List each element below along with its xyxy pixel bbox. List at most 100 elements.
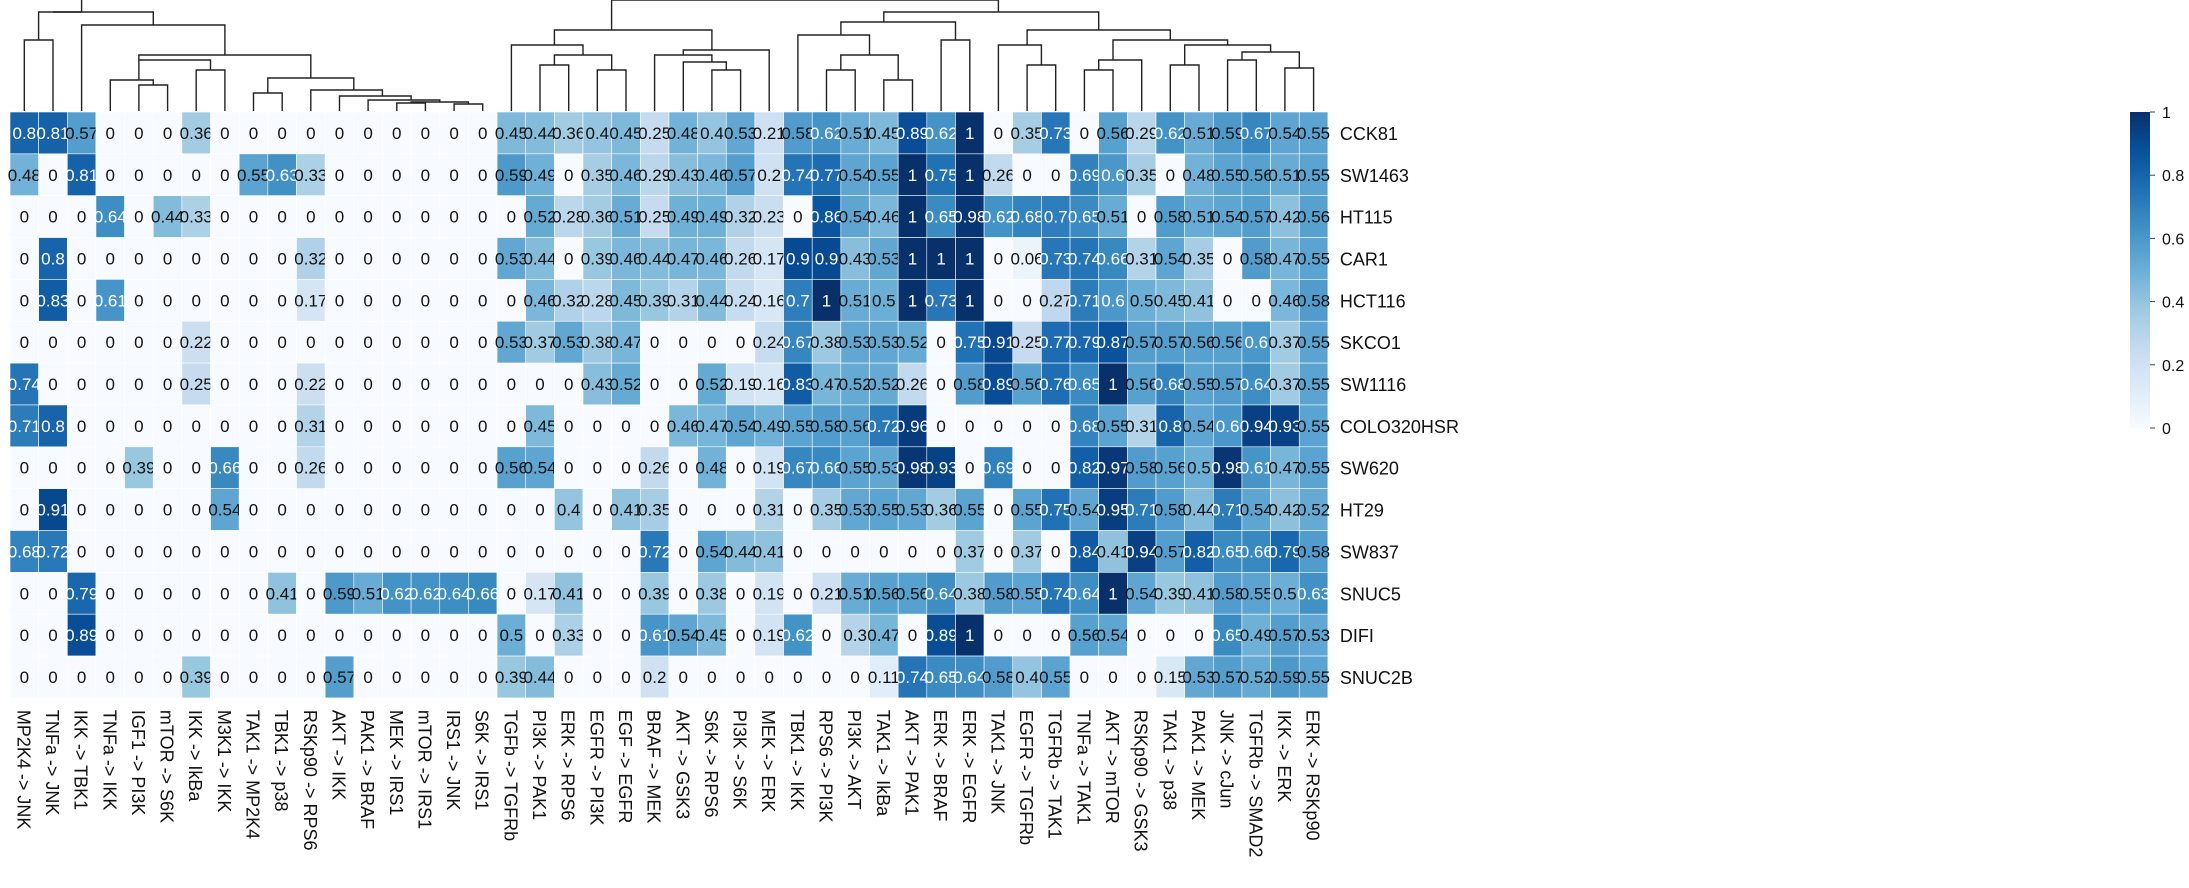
- heatmap-cell: [1155, 530, 1185, 573]
- cell-value-label: 0.59: [323, 584, 356, 603]
- cell-value-label: 0: [764, 668, 773, 687]
- cell-value-label: 0: [392, 333, 401, 352]
- dendrogram-link: [510, 44, 584, 111]
- cell-value-label: 0.4: [557, 501, 581, 520]
- dendrogram-link: [195, 69, 226, 111]
- heatmap-cell: [955, 655, 985, 699]
- heatmap-cell: [725, 362, 756, 406]
- cell-value-label: 0: [449, 542, 458, 561]
- heatmap-cell: [210, 362, 240, 406]
- cell-value-label: 0: [191, 459, 200, 478]
- heatmap-cell: [1241, 237, 1271, 280]
- cell-value-label: 0: [306, 333, 315, 352]
- cell-value-label: 0.44: [638, 249, 671, 268]
- cell-value-label: 0.53: [867, 333, 900, 352]
- heatmap-cell: [124, 404, 154, 448]
- heatmap-cell: [1213, 237, 1243, 280]
- heatmap-cell: [525, 613, 555, 657]
- cell-value-label: 0.61: [638, 626, 671, 645]
- heatmap-cell: [496, 153, 526, 197]
- cell-value-label: 0.39: [638, 291, 671, 310]
- heatmap-cell: [410, 153, 441, 197]
- cell-value-label: 0.56: [839, 417, 872, 436]
- cell-value-label: 0.51: [1096, 208, 1129, 227]
- heatmap-cell: [955, 572, 985, 615]
- heatmap-cell: [152, 530, 183, 573]
- heatmap-cell: [955, 111, 985, 155]
- cell-value-label: 0: [249, 375, 258, 394]
- column-label: TNFa -> JNK: [42, 710, 62, 816]
- column-label: ERK -> RSKp90: [1303, 710, 1323, 841]
- cell-value-label: 0: [449, 459, 458, 478]
- cell-value-label: 0: [277, 542, 286, 561]
- cell-value-label: 0: [134, 668, 143, 687]
- column-label: AKT -> mTOR: [1102, 710, 1122, 824]
- cell-value-label: 0: [1051, 166, 1060, 185]
- cell-value-label: 0.24: [724, 291, 757, 310]
- cell-value-label: 0: [449, 668, 458, 687]
- cell-value-label: 0.58: [781, 124, 814, 143]
- heatmap-cell: [38, 111, 68, 155]
- dendrogram-link: [1098, 59, 1143, 111]
- cell-value-label: 0.19: [753, 626, 786, 645]
- heatmap-cell: [955, 488, 985, 531]
- column-label: PAK1 -> MEK: [1188, 710, 1208, 820]
- cell-value-label: 0.53: [867, 459, 900, 478]
- heatmap-cell: [1298, 446, 1329, 489]
- cell-value-label: 0.51: [839, 584, 872, 603]
- cell-value-label: 0.82: [1068, 459, 1101, 478]
- heatmap-cell: [1012, 488, 1042, 531]
- heatmap-cell: [1041, 613, 1071, 657]
- cell-value-label: 0.74: [8, 375, 41, 394]
- heatmap-cell: [210, 446, 240, 489]
- cell-value-label: 0.39: [1154, 584, 1187, 603]
- heatmap-cell: [983, 111, 1014, 155]
- cell-value-label: 0: [335, 501, 344, 520]
- cell-value-label: 0: [1108, 668, 1117, 687]
- heatmap-cell: [983, 488, 1014, 531]
- cell-value-label: 0.26: [896, 375, 929, 394]
- cell-value-label: 0.11: [868, 668, 900, 687]
- cell-value-label: 0: [134, 375, 143, 394]
- cell-value-label: 0: [1166, 626, 1175, 645]
- cell-value-label: 0.56: [1096, 124, 1129, 143]
- cell-value-label: 0: [449, 501, 458, 520]
- cell-value-label: 0.51: [1268, 166, 1301, 185]
- heatmap-cell: [811, 446, 842, 489]
- cell-value-label: 0: [564, 459, 573, 478]
- heatmap-cell: [811, 111, 842, 155]
- cell-value-label: 0.35: [1125, 166, 1158, 185]
- cell-value-label: 1: [936, 249, 945, 268]
- cell-value-label: 0.98: [896, 459, 929, 478]
- cell-value-label: 0: [306, 542, 315, 561]
- cell-value-label: 0.49: [523, 166, 556, 185]
- heatmap-cell: [210, 279, 240, 322]
- heatmap-cell: [1241, 613, 1271, 657]
- cell-value-label: 0.76: [1039, 375, 1072, 394]
- cell-value-label: 0.53: [495, 249, 528, 268]
- cell-value-label: 0.66: [810, 459, 843, 478]
- cell-value-label: 0: [277, 459, 286, 478]
- heatmap-cell: [1012, 613, 1042, 657]
- cell-value-label: 0.19: [724, 375, 757, 394]
- cell-value-label: 0: [106, 333, 115, 352]
- cell-value-label: 0: [220, 249, 229, 268]
- heatmap-cell: [238, 488, 269, 531]
- cell-value-label: 0: [220, 333, 229, 352]
- row-label: SW1463: [1340, 166, 1409, 186]
- cell-value-label: 0: [392, 542, 401, 561]
- heatmap-cell: [983, 404, 1014, 448]
- cell-value-label: 0: [249, 333, 258, 352]
- cell-value-label: 0: [679, 501, 688, 520]
- cell-value-label: 0: [1223, 291, 1232, 310]
- cell-value-label: 0: [478, 668, 487, 687]
- cell-value-label: 0.7: [1044, 208, 1068, 227]
- cell-value-label: 0: [564, 542, 573, 561]
- heatmap-cell: [353, 279, 383, 322]
- cell-value-label: 0.54: [1268, 124, 1301, 143]
- cell-value-label: 0.36: [552, 124, 585, 143]
- heatmap-cell: [1184, 153, 1214, 197]
- cell-value-label: 0.54: [1154, 249, 1187, 268]
- heatmap-cell: [382, 655, 412, 699]
- heatmap-cell: [67, 362, 97, 406]
